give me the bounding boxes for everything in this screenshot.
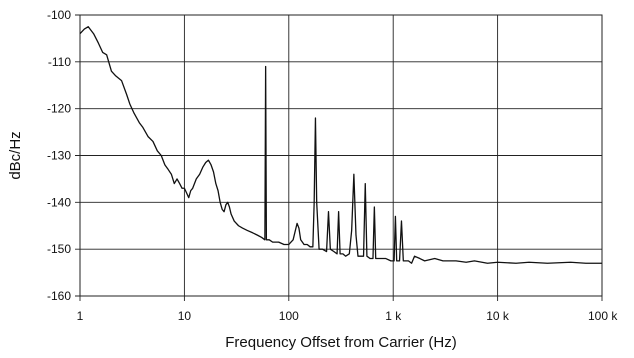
y-tick-label: -160 [47, 289, 71, 303]
plot-frame [79, 14, 603, 297]
x-tick-label: 10 k [486, 309, 510, 323]
y-tick-label: -130 [47, 149, 71, 163]
series-line [79, 26, 602, 264]
y-tick-label: -120 [47, 102, 71, 116]
y-tick-label: -110 [48, 55, 71, 69]
x-axis-title: Frequency Offset from Carrier (Hz) [225, 334, 456, 351]
y-axis-title: dBc/Hz [7, 131, 24, 179]
y-axis-ticks: -100 -110 -120 -130 -140 -150 -160 [47, 8, 71, 303]
x-axis-ticks: 1 10 100 1 k 10 k 100 k [77, 309, 619, 323]
y-tick-label: -100 [47, 8, 71, 22]
grid [75, 14, 603, 301]
x-tick-label: 100 k [588, 309, 618, 323]
y-tick-label: -150 [47, 242, 71, 256]
x-tick-label: 1 [77, 309, 84, 323]
x-tick-label: 100 [279, 309, 299, 323]
x-tick-label: 10 [178, 309, 192, 323]
x-tick-label: 1 k [385, 309, 402, 323]
y-tick-label: -140 [47, 195, 71, 209]
